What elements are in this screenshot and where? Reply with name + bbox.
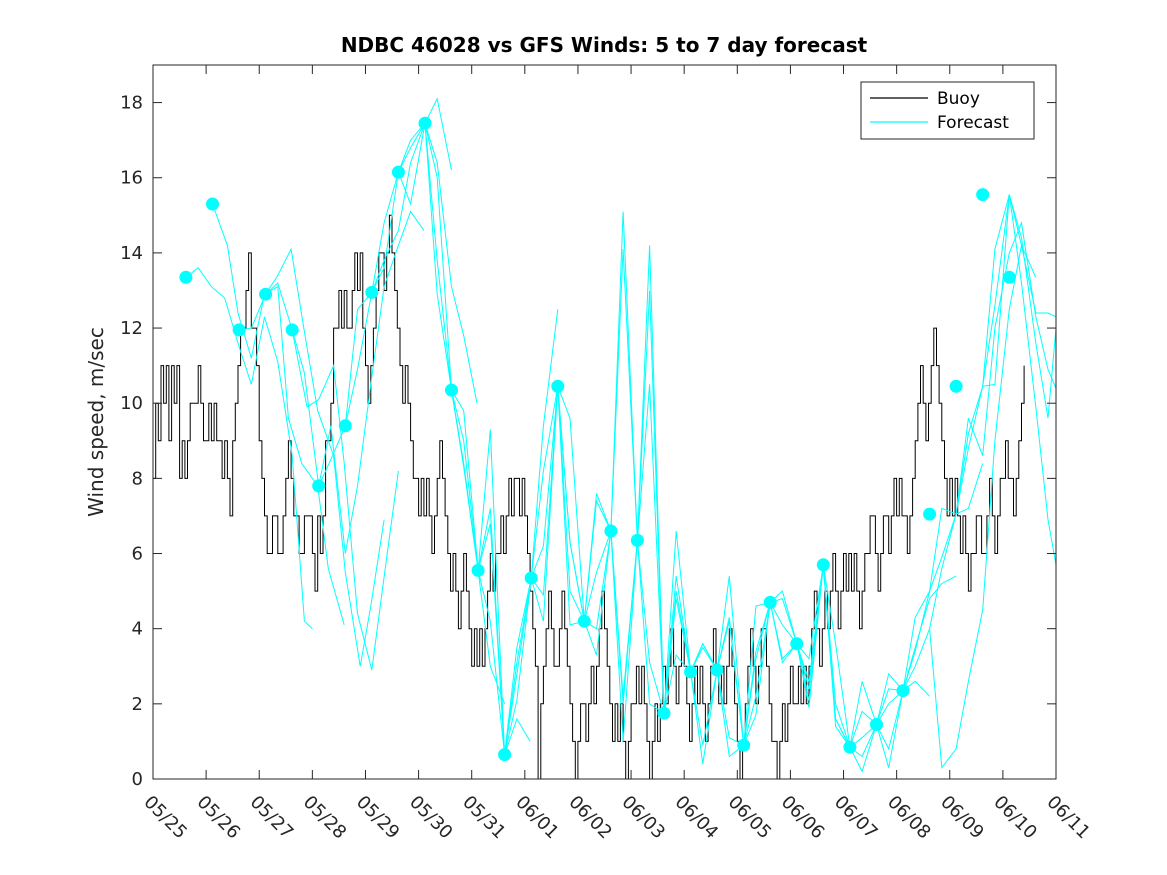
forecast-marker bbox=[232, 323, 246, 337]
forecast-marker bbox=[312, 479, 326, 493]
buoy-line bbox=[153, 214, 1025, 780]
forecast-line-24 bbox=[822, 564, 957, 749]
forecast-line-19 bbox=[690, 564, 824, 746]
forecast-line-28 bbox=[929, 245, 1057, 770]
forecast-marker bbox=[285, 323, 299, 337]
forecast-line-8 bbox=[397, 123, 531, 755]
x-tick-label: 06/08 bbox=[883, 792, 935, 844]
forecast-marker bbox=[418, 116, 432, 130]
forecast-marker bbox=[604, 524, 618, 538]
forecast-line-10 bbox=[451, 386, 585, 755]
forecast-line-5 bbox=[318, 97, 452, 487]
forecast-line-30 bbox=[982, 194, 1057, 419]
y-tick-label: 8 bbox=[132, 468, 143, 489]
forecast-marker bbox=[684, 665, 698, 679]
x-tick-label: 05/29 bbox=[352, 792, 404, 844]
forecast-line-16 bbox=[610, 530, 745, 758]
x-tick-label: 06/04 bbox=[671, 792, 723, 844]
forecast-marker bbox=[391, 165, 405, 179]
y-tick-label: 2 bbox=[132, 694, 143, 715]
forecast-line-14 bbox=[557, 245, 690, 742]
x-tick-label: 06/03 bbox=[618, 792, 670, 844]
forecast-line-29 bbox=[955, 220, 1057, 515]
forecast-line-7 bbox=[371, 121, 506, 704]
forecast-marker bbox=[790, 637, 804, 651]
forecast-line-22 bbox=[769, 564, 904, 773]
forecast-marker bbox=[710, 663, 724, 677]
forecast-marker bbox=[206, 197, 219, 211]
x-tick-label: 05/31 bbox=[458, 792, 510, 844]
y-tick-label: 0 bbox=[132, 769, 143, 790]
forecast-marker bbox=[551, 379, 565, 393]
x-tick-label: 06/05 bbox=[724, 792, 776, 844]
forecast-marker bbox=[471, 563, 485, 577]
legend-label-buoy: Buoy bbox=[937, 89, 980, 109]
legend: Buoy Forecast bbox=[860, 81, 1035, 140]
x-tick-label: 05/26 bbox=[193, 792, 245, 844]
forecast-marker bbox=[445, 383, 458, 397]
y-tick-label: 18 bbox=[120, 93, 143, 114]
x-tick-label: 06/01 bbox=[511, 792, 563, 844]
forecast-marker bbox=[949, 379, 963, 393]
forecast-marker bbox=[498, 748, 512, 762]
chart-title: NDBC 46028 vs GFS Winds: 5 to 7 day fore… bbox=[341, 33, 868, 57]
forecast-marker bbox=[737, 738, 751, 752]
forecast-marker bbox=[365, 285, 379, 299]
forecast-marker bbox=[843, 740, 857, 754]
forecast-marker bbox=[870, 718, 883, 731]
y-tick-label: 16 bbox=[120, 168, 143, 189]
forecast-line-17 bbox=[636, 530, 771, 765]
forecast-line-0 bbox=[185, 267, 313, 630]
forecast-line-15 bbox=[583, 290, 718, 714]
forecast-marker bbox=[896, 684, 910, 698]
forecast-line-4 bbox=[291, 210, 425, 554]
y-tick-label: 10 bbox=[120, 393, 143, 414]
forecast-marker bbox=[923, 507, 937, 521]
forecast-marker bbox=[816, 558, 830, 572]
forecast-line-13 bbox=[530, 211, 665, 714]
forecast-line-3 bbox=[265, 282, 399, 671]
x-tick-label: 06/11 bbox=[1042, 792, 1094, 844]
forecast-marker bbox=[338, 419, 352, 433]
x-tick-label: 06/09 bbox=[936, 792, 988, 844]
forecast-marker bbox=[577, 614, 591, 628]
y-tick-label: 12 bbox=[120, 318, 143, 339]
x-tick-label: 06/07 bbox=[830, 792, 882, 844]
x-tick-label: 06/06 bbox=[777, 792, 829, 844]
y-tick-label: 14 bbox=[120, 243, 143, 264]
forecast-marker bbox=[630, 533, 644, 547]
plot-frame bbox=[152, 64, 1057, 780]
x-tick-label: 05/28 bbox=[299, 792, 351, 844]
x-tick-label: 05/25 bbox=[139, 792, 191, 844]
legend-label-forecast: Forecast bbox=[937, 113, 1009, 133]
forecast-line-9 bbox=[424, 123, 559, 755]
forecast-line-27 bbox=[902, 194, 1037, 691]
forecast-marker bbox=[259, 287, 273, 301]
x-tick-label: 05/30 bbox=[405, 792, 457, 844]
forecast-line-1 bbox=[212, 203, 345, 626]
forecast-line-6 bbox=[344, 122, 478, 426]
x-tick-label: 06/02 bbox=[564, 792, 616, 844]
forecast-marker bbox=[1002, 270, 1016, 284]
x-tick-label: 05/27 bbox=[246, 792, 298, 844]
forecast-marker bbox=[763, 595, 777, 609]
forecast-marker bbox=[657, 706, 671, 720]
legend-box bbox=[860, 81, 1035, 140]
y-tick-label: 6 bbox=[132, 544, 143, 565]
y-axis-label: Wind speed, m/sec bbox=[84, 327, 108, 517]
series-layer bbox=[153, 97, 1057, 780]
forecast-marker bbox=[524, 571, 538, 585]
forecast-line-31 bbox=[1008, 194, 1057, 565]
forecast-marker bbox=[179, 270, 193, 284]
y-tick-label: 4 bbox=[132, 619, 143, 640]
forecast-marker bbox=[976, 188, 990, 202]
plot-background bbox=[153, 65, 1056, 779]
x-tick-label: 06/10 bbox=[989, 792, 1041, 844]
